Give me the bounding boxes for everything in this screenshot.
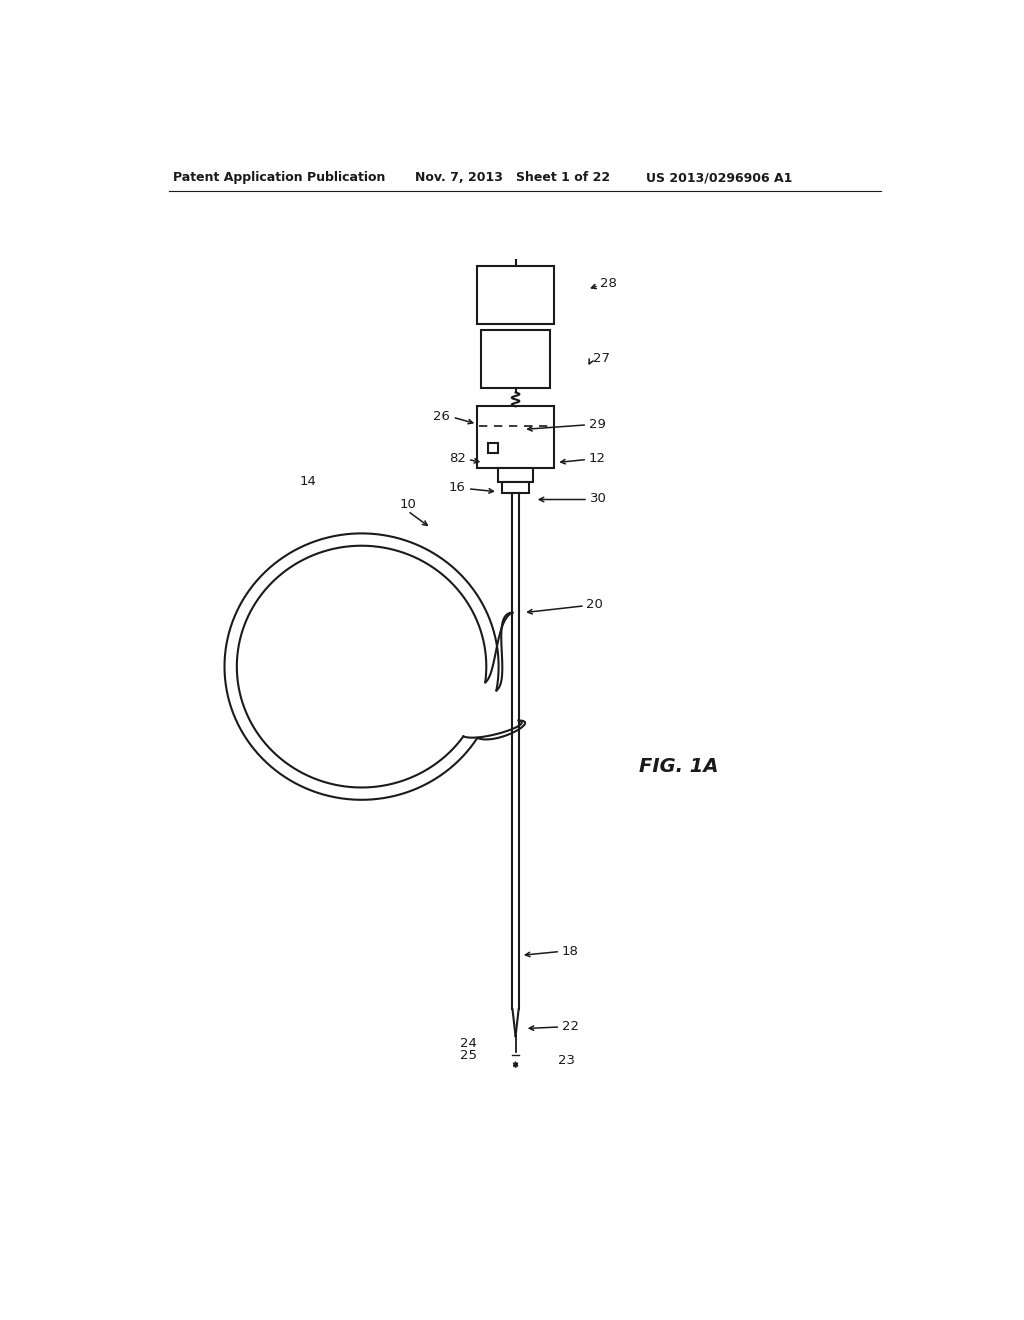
Text: 28: 28 [600,277,617,289]
Text: 30: 30 [590,492,607,506]
Bar [477,267,554,323]
Text: 14: 14 [300,475,316,488]
Text: 26: 26 [433,409,451,422]
Text: 25: 25 [460,1049,477,1063]
Text: 24: 24 [460,1038,477,1051]
Bar [502,482,529,494]
Text: 10: 10 [400,499,417,511]
Text: 18: 18 [562,945,579,958]
Text: 23: 23 [558,1055,574,1068]
Text: Patent Application Publication: Patent Application Publication [173,172,385,185]
Bar [481,330,550,388]
Text: FIG. 1A: FIG. 1A [639,758,718,776]
Text: 82: 82 [450,453,466,465]
Bar [487,442,498,453]
Text: 22: 22 [562,1020,579,1034]
Text: 29: 29 [589,417,605,430]
Text: Nov. 7, 2013   Sheet 1 of 22: Nov. 7, 2013 Sheet 1 of 22 [416,172,610,185]
Text: US 2013/0296906 A1: US 2013/0296906 A1 [646,172,793,185]
Bar [477,407,554,469]
Text: 27: 27 [593,352,609,366]
Bar [498,469,534,482]
Text: 12: 12 [589,453,606,465]
Text: 20: 20 [587,598,603,611]
Text: 16: 16 [449,482,466,495]
